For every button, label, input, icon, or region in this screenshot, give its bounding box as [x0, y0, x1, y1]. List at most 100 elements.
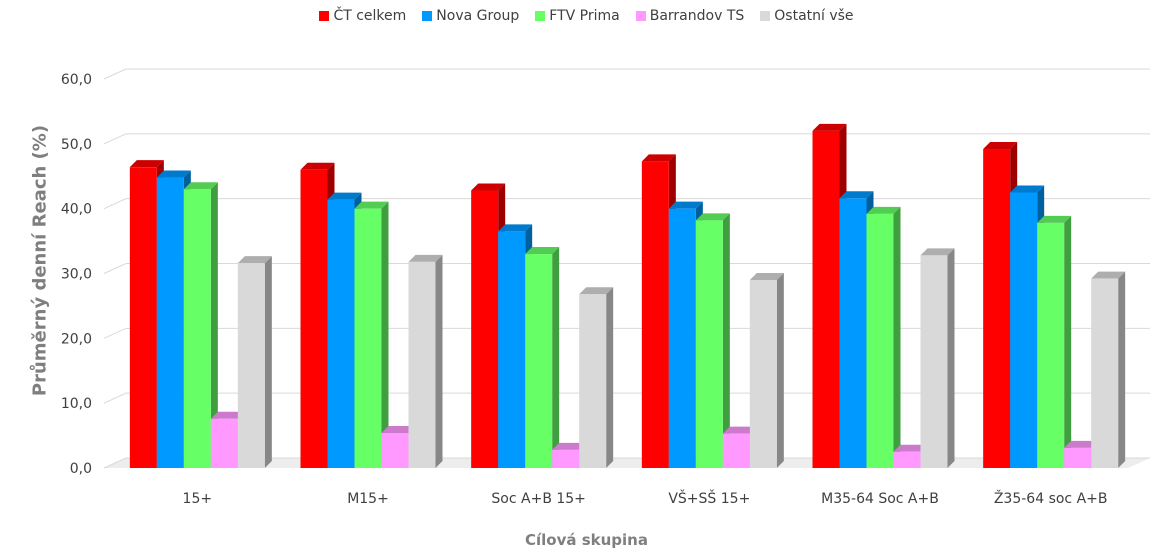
x-tick-label: M15+: [347, 491, 389, 507]
bar-front: [1010, 192, 1038, 469]
legend-label: Barrandov TS: [649, 8, 745, 24]
bar-side: [947, 248, 955, 468]
gridline: [103, 263, 1150, 274]
bar-top: [1010, 185, 1045, 193]
bar-front: [327, 199, 355, 468]
bar-top: [408, 254, 443, 262]
bar-top: [579, 287, 614, 295]
bar-top: [749, 272, 784, 280]
bar-front: [471, 190, 499, 468]
legend-item: Nova Group: [422, 8, 519, 24]
bar-front: [1037, 222, 1065, 468]
legend-swatch: [319, 11, 330, 21]
bar-top: [812, 123, 847, 131]
bar-top: [1064, 440, 1099, 448]
bar-side: [722, 213, 730, 468]
bar-side: [264, 256, 272, 468]
bar-top: [722, 426, 757, 434]
bar-top: [183, 182, 218, 190]
bar-front: [525, 254, 553, 468]
bar-top: [668, 201, 703, 209]
legend-label: FTV Prima: [549, 8, 620, 24]
y-tick-label: 40,0: [61, 202, 92, 218]
y-tick-label: 0,0: [70, 461, 92, 477]
gridline: [103, 198, 1150, 210]
bar-front: [893, 451, 921, 468]
bar-front: [381, 432, 409, 468]
bar: [1037, 215, 1072, 468]
bar-top: [893, 444, 928, 452]
x-tick-label: 15+: [183, 491, 213, 507]
bar-front: [668, 208, 696, 468]
y-tick-label: 60,0: [61, 72, 92, 88]
bar-top: [866, 206, 901, 214]
x-tick-label: VŠ+SŠ 15+: [668, 489, 750, 507]
gridline: [103, 68, 1150, 80]
bar-front: [156, 177, 184, 468]
bar-front: [695, 220, 723, 468]
bar-front: [866, 213, 894, 468]
bar-top: [210, 411, 245, 419]
bar-front: [300, 169, 328, 468]
bar: [354, 201, 389, 468]
bar-top: [471, 183, 506, 191]
legend-item: ČT celkem: [319, 8, 406, 24]
bar-top: [983, 142, 1018, 150]
bar-side: [893, 206, 901, 468]
bar-top: [1037, 215, 1072, 223]
legend-swatch: [635, 11, 646, 21]
bar-top: [237, 256, 272, 264]
x-tick-label: Ž35-64 soc A+B: [994, 489, 1108, 507]
bar-side: [381, 201, 389, 468]
gridline: [103, 327, 1150, 339]
bar-front: [579, 294, 607, 468]
bar-side: [1064, 215, 1072, 468]
bar-front: [210, 418, 238, 468]
bar-top: [695, 213, 730, 221]
legend-swatch: [422, 11, 433, 21]
legend-item: Ostatní vše: [760, 8, 854, 24]
bar-top: [839, 191, 874, 199]
bar-top: [354, 201, 389, 209]
bar-top: [327, 192, 362, 200]
bar: [1091, 271, 1126, 468]
legend-label: ČT celkem: [333, 8, 407, 24]
bar-front: [983, 149, 1011, 468]
y-tick-label: 30,0: [61, 267, 92, 283]
gridline: [103, 457, 1150, 469]
y-axis-title: Průměrný denní Reach (%): [29, 124, 51, 397]
bar: [183, 182, 218, 468]
bar: [408, 254, 443, 468]
bar-top: [300, 162, 335, 170]
bar-front: [183, 189, 211, 468]
bar-front: [498, 231, 526, 468]
legend-label: Ostatní vše: [774, 8, 854, 24]
bar: [866, 206, 901, 468]
bar: [498, 224, 533, 468]
x-tick-label: Soc A+B 15+: [491, 491, 586, 507]
bar-top: [552, 442, 587, 450]
bar-side: [606, 287, 614, 468]
bar-front: [408, 261, 436, 468]
gridline: [103, 133, 1150, 145]
bar-top: [1091, 271, 1126, 279]
bar-top: [920, 248, 955, 256]
bar-front: [1091, 278, 1119, 468]
bar-front: [237, 263, 265, 468]
legend-swatch: [535, 11, 546, 21]
bar-front: [749, 279, 777, 468]
x-tick-label: M35-64 Soc A+B: [821, 491, 939, 507]
bar-top: [129, 160, 164, 168]
legend: ČT celkem Nova Group FTV Prima Barrandov TS…: [0, 8, 1173, 24]
bar: [579, 287, 614, 468]
legend-label: Nova Group: [436, 8, 520, 24]
bar-front: [552, 449, 580, 468]
bar-front: [1064, 447, 1092, 468]
bar-front: [920, 255, 948, 468]
bar-side: [552, 247, 560, 468]
x-axis-title: Cílová skupina: [525, 531, 648, 549]
bar-side: [776, 272, 784, 468]
bar-top: [381, 425, 416, 433]
bar-side: [1118, 271, 1126, 468]
